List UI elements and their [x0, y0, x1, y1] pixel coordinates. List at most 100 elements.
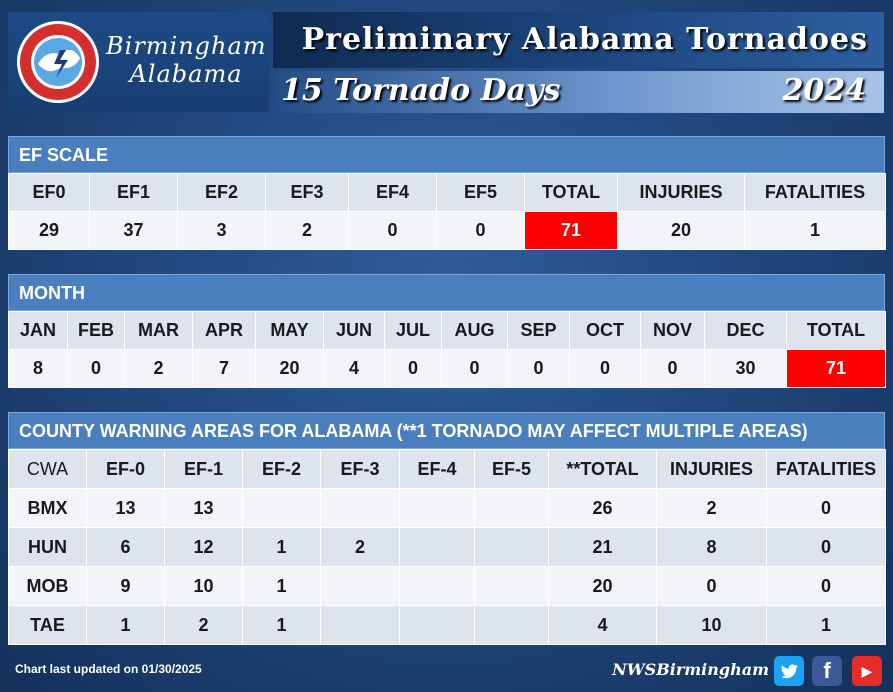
- mar-value: 2: [124, 349, 193, 388]
- ef5-value: 0: [436, 211, 525, 250]
- column-header: JUN: [323, 311, 385, 350]
- table-cell: 9: [86, 566, 165, 606]
- ef-scale-section: EF SCALE EF0 EF1 EF2 EF3 EF4 EF5 TOTAL I…: [8, 136, 886, 250]
- column-header: **TOTAL: [548, 449, 657, 489]
- column-header: AUG: [441, 311, 508, 350]
- jan-value: 8: [8, 349, 68, 388]
- table-cell: [320, 566, 400, 606]
- table-cell: 2: [656, 488, 767, 528]
- office-city: Birmingham: [106, 32, 267, 60]
- table-cell: 13: [164, 488, 243, 528]
- table-row: HUN 6 12 1 2 21 8 0: [8, 527, 886, 567]
- column-header: EF2: [177, 173, 266, 212]
- sep-value: 0: [507, 349, 570, 388]
- table-row: BMX 13 13 26 2 0: [8, 488, 886, 528]
- column-header: FATALITIES: [744, 173, 886, 212]
- subtitle-banner: 15 Tornado Days 2024: [273, 71, 884, 113]
- oct-value: 0: [569, 349, 641, 388]
- ef-scale-heading: EF SCALE: [8, 136, 885, 173]
- table-cell: 10: [656, 605, 767, 645]
- table-cell: [474, 527, 549, 567]
- table-cell: 26: [548, 488, 657, 528]
- table-cell: 8: [656, 527, 767, 567]
- table-cell: [399, 566, 475, 606]
- tornado-days: 15 Tornado Days: [281, 73, 561, 108]
- jul-value: 0: [384, 349, 442, 388]
- ef4-value: 0: [348, 211, 437, 250]
- column-header: MAY: [255, 311, 324, 350]
- office-logo-panel: Birmingham Alabama: [8, 12, 269, 112]
- fatalities-value: 1: [744, 211, 886, 250]
- table-cell: [474, 488, 549, 528]
- table-cell: TAE: [8, 605, 87, 645]
- ef-scale-value-row: 29 37 3 2 0 0 71 20 1: [8, 211, 886, 250]
- table-cell: 1: [242, 605, 321, 645]
- apr-value: 7: [192, 349, 256, 388]
- table-cell: 0: [656, 566, 767, 606]
- table-cell: [474, 605, 549, 645]
- column-header: EF5: [436, 173, 525, 212]
- column-header: NOV: [640, 311, 705, 350]
- office-state: Alabama: [129, 60, 243, 88]
- last-updated-note: Chart last updated on 01/30/2025: [15, 662, 202, 676]
- aug-value: 0: [441, 349, 508, 388]
- may-value: 20: [255, 349, 324, 388]
- column-header: MAR: [124, 311, 193, 350]
- ef3-value: 2: [265, 211, 349, 250]
- table-row: MOB 9 10 1 20 0 0: [8, 566, 886, 606]
- table-cell: MOB: [8, 566, 87, 606]
- table-cell: 13: [86, 488, 165, 528]
- column-header: FATALITIES: [766, 449, 886, 489]
- youtube-icon[interactable]: ▶: [852, 656, 882, 686]
- table-cell: 10: [164, 566, 243, 606]
- column-header: INJURIES: [617, 173, 745, 212]
- table-cell: [320, 605, 400, 645]
- column-header: TOTAL: [524, 173, 618, 212]
- table-cell: 2: [320, 527, 400, 567]
- ef-scale-header-row: EF0 EF1 EF2 EF3 EF4 EF5 TOTAL INJURIES F…: [8, 173, 886, 212]
- table-cell: 6: [86, 527, 165, 567]
- column-header: EF0: [8, 173, 90, 212]
- column-header: EF-1: [164, 449, 243, 489]
- column-header: EF-5: [474, 449, 549, 489]
- table-cell: [242, 488, 321, 528]
- month-heading: MONTH: [8, 274, 885, 311]
- office-name: Birmingham Alabama: [106, 32, 266, 88]
- table-cell: [320, 488, 400, 528]
- month-header-row: JAN FEB MAR APR MAY JUN JUL AUG SEP OCT …: [8, 311, 886, 350]
- year-label: 2024: [782, 73, 867, 108]
- feb-value: 0: [67, 349, 125, 388]
- ef1-value: 37: [89, 211, 178, 250]
- table-cell: [399, 488, 475, 528]
- cwa-heading: COUNTY WARNING AREAS FOR ALABAMA (**1 TO…: [8, 412, 885, 449]
- column-header: JAN: [8, 311, 68, 350]
- table-cell: [399, 527, 475, 567]
- table-cell: 1: [242, 527, 321, 567]
- nws-seal-icon: [17, 21, 99, 103]
- column-header: EF4: [348, 173, 437, 212]
- table-cell: 21: [548, 527, 657, 567]
- facebook-icon[interactable]: f: [812, 656, 842, 686]
- column-header: APR: [192, 311, 256, 350]
- table-cell: 0: [766, 488, 886, 528]
- ef-scale-table: EF0 EF1 EF2 EF3 EF4 EF5 TOTAL INJURIES F…: [8, 173, 886, 250]
- column-header: EF3: [265, 173, 349, 212]
- nov-value: 0: [640, 349, 705, 388]
- injuries-value: 20: [617, 211, 745, 250]
- page-title: Preliminary Alabama Tornadoes: [301, 22, 868, 57]
- ef-total-value: 71: [524, 211, 618, 250]
- column-header: SEP: [507, 311, 570, 350]
- twitter-icon[interactable]: [774, 656, 804, 686]
- column-header: EF1: [89, 173, 178, 212]
- month-section: MONTH JAN FEB MAR APR MAY JUN JUL AUG SE…: [8, 274, 886, 388]
- cwa-header-row: CWA EF-0 EF-1 EF-2 EF-3 EF-4 EF-5 **TOTA…: [8, 449, 886, 489]
- table-cell: BMX: [8, 488, 87, 528]
- social-handle: NWSBirmingham: [612, 660, 769, 679]
- column-header: EF-4: [399, 449, 475, 489]
- cwa-table: CWA EF-0 EF-1 EF-2 EF-3 EF-4 EF-5 **TOTA…: [8, 449, 886, 645]
- jun-value: 4: [323, 349, 385, 388]
- dec-value: 30: [704, 349, 787, 388]
- cwa-section: COUNTY WARNING AREAS FOR ALABAMA (**1 TO…: [8, 412, 886, 645]
- table-cell: 1: [766, 605, 886, 645]
- table-cell: 1: [86, 605, 165, 645]
